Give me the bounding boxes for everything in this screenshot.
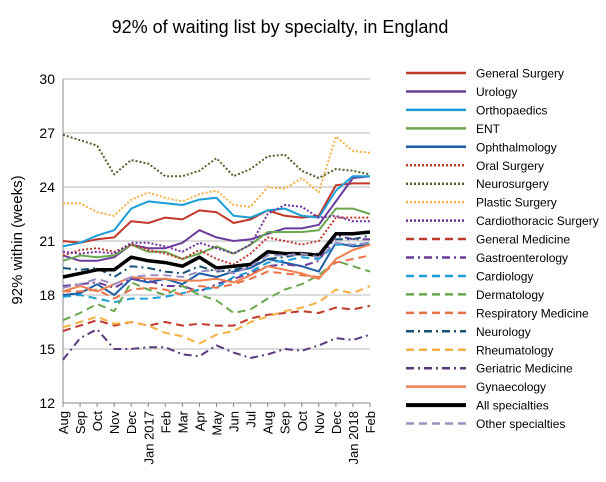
axes (62, 79, 371, 407)
legend-label: Geriatric Medicine (476, 362, 573, 376)
x-tick-label: Sep (73, 411, 88, 434)
y-tick-label: 15 (39, 341, 55, 357)
legend-label: Respiratory Medicine (476, 306, 589, 320)
series-line-rheumatology (62, 285, 371, 345)
legend-item: Respiratory Medicine (406, 306, 589, 320)
x-tick-label: Apr (192, 410, 207, 431)
legend-label: Dermatology (476, 288, 544, 302)
legend-item: Urology (406, 85, 517, 99)
series-lines (62, 133, 371, 361)
series-line-respiratory-medicine (63, 254, 371, 300)
legend-label: All specialties (476, 399, 549, 413)
x-tick-label: Jan 2017 (141, 411, 156, 465)
legend-item: Orthopaedics (406, 103, 547, 117)
x-tick-label: Jun (227, 411, 242, 432)
legend-item: Ophthalmology (406, 140, 557, 154)
legend-item: Neurology (406, 325, 531, 339)
x-tick-label: Oct (90, 411, 105, 432)
legend-item: Plastic Surgery (406, 196, 557, 210)
series-line-urology (62, 175, 371, 262)
x-tick-label: Nov (107, 411, 122, 435)
gridlines (63, 78, 370, 404)
x-tick-label: Jul (244, 411, 259, 428)
legend-item: Dermatology (406, 288, 544, 302)
legend-item: ENT (406, 122, 501, 136)
y-tick-label: 21 (39, 233, 55, 249)
x-tick-label: Dec (329, 411, 344, 435)
x-tick-label: Oct (295, 411, 310, 432)
series-line-ophthalmology (62, 241, 371, 296)
x-tick-label: Aug (261, 411, 276, 434)
legend-item: Gastroenterology (406, 251, 568, 265)
legend-item: Gynaecology (406, 380, 546, 394)
legend-item: Oral Surgery (406, 159, 544, 173)
x-tick-label: Feb (158, 411, 173, 433)
x-tick-label: Feb (363, 411, 378, 433)
legend-item: Neurosurgery (406, 177, 549, 191)
x-tick-label: Dec (124, 411, 139, 435)
y-tick-label: 27 (39, 125, 55, 141)
y-axis-label: 92% within (weeks) (9, 175, 26, 304)
legend-label: Neurosurgery (476, 177, 549, 191)
x-tick-label: Aug (56, 411, 71, 434)
legend-item: Geriatric Medicine (406, 362, 573, 376)
legend-label: Other specialties (476, 417, 565, 431)
series-line-all-specialties (62, 230, 371, 279)
legend-item: General Medicine (406, 233, 570, 247)
series-line-plastic-surgery (63, 135, 371, 217)
legend-item: Rheumatology (406, 343, 553, 357)
legend-item: All specialties (406, 399, 549, 413)
legend-label: Gastroenterology (476, 251, 568, 265)
y-tick-label: 18 (39, 287, 55, 303)
series-line-cardiology (62, 241, 371, 304)
legend-item: Cardiothoracic Surgery (406, 214, 599, 228)
legend-label: General Surgery (476, 67, 564, 81)
legend-item: Cardiology (406, 269, 533, 283)
y-tick-label: 30 (39, 71, 55, 87)
legend-label: Urology (476, 85, 517, 99)
legend-label: Orthopaedics (476, 103, 547, 117)
y-tick-label: 12 (39, 395, 55, 411)
x-tick-label: May (210, 411, 225, 436)
legend-label: Plastic Surgery (476, 196, 557, 210)
x-tick-label: Sep (278, 411, 293, 434)
legend-label: Neurology (476, 325, 531, 339)
legend-label: Gynaecology (476, 380, 546, 394)
series-line-ent (62, 207, 371, 262)
x-tick-label: Jan 2018 (346, 411, 361, 465)
series-line-geriatric-medicine (62, 328, 371, 361)
y-tick-label: 24 (39, 179, 55, 195)
series-line-neurosurgery (62, 133, 371, 179)
series-line-other-specialties (62, 241, 371, 289)
chart-title: 92% of waiting list by specialty, in Eng… (112, 17, 449, 37)
x-tick-label: Nov (312, 411, 327, 435)
legend-label: Cardiology (476, 269, 533, 283)
legend-item: General Surgery (406, 67, 564, 81)
legend-item: Other specialties (406, 417, 565, 431)
series-line-dermatology (62, 259, 371, 322)
legend-label: ENT (476, 122, 501, 136)
legend-label: Cardiothoracic Surgery (476, 214, 599, 228)
series-line-general-medicine (62, 304, 371, 332)
x-tick-label: Mar (175, 410, 190, 433)
legend-label: General Medicine (476, 233, 570, 247)
legend-label: Rheumatology (476, 343, 553, 357)
series-line-cardiothoracic-surgery (62, 204, 370, 255)
series-line-oral-surgery (62, 216, 370, 266)
legend-label: Ophthalmology (476, 140, 557, 154)
legend: General Surgery Urology Orthopaedics ENT Oph… (406, 67, 599, 431)
legend-label: Oral Surgery (476, 159, 544, 173)
